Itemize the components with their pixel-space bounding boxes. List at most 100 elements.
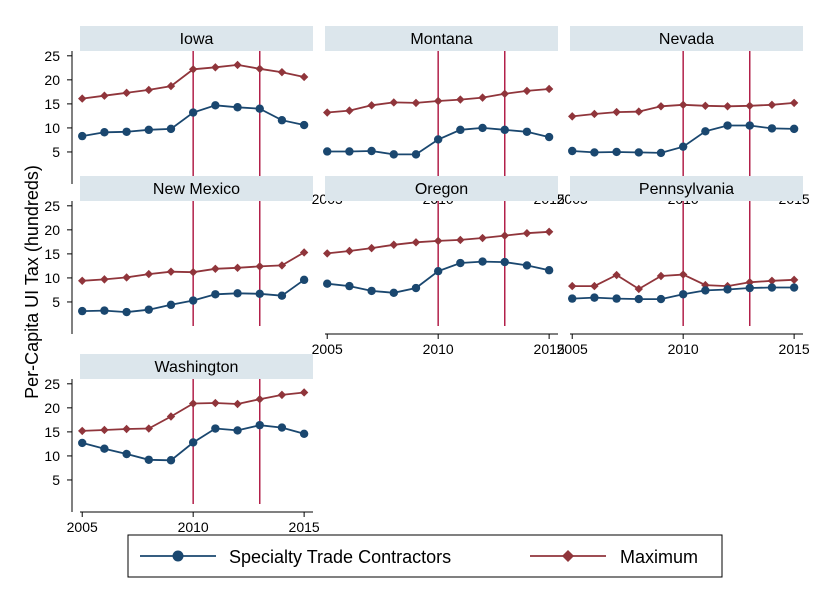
maximum-point (100, 91, 109, 100)
panel-title: Oregon (415, 181, 468, 198)
maximum-point (211, 398, 220, 408)
specialty-trade-point (745, 121, 754, 130)
maximum-point (745, 101, 754, 111)
maximum-point (188, 65, 198, 74)
panel-strip (570, 176, 803, 201)
y-tick-label: 15 (44, 424, 60, 440)
maximum-point (277, 390, 287, 400)
y-tick-label: 5 (52, 294, 60, 310)
y-tick-label: 25 (44, 48, 60, 64)
maximum-point (478, 233, 487, 243)
maximum-point (78, 94, 87, 103)
panel-title: Pennsylvania (639, 181, 734, 198)
specialty-trade-point (568, 146, 577, 156)
specialty-trade-point (500, 257, 509, 267)
maximum-point (789, 98, 799, 108)
maximum-point (188, 399, 198, 408)
specialty-trade-point (255, 104, 264, 113)
maximum-point (745, 278, 754, 287)
maximum-point (389, 240, 398, 249)
maximum-point (789, 275, 799, 285)
panel-oregon: Oregon 2005 2010 2015 (312, 176, 565, 357)
maximum-point (255, 64, 264, 73)
specialty-trade-point (568, 294, 577, 303)
specialty-trade-point (299, 429, 309, 439)
maximum-point (411, 98, 421, 108)
maximum-point (345, 106, 354, 115)
maximum-point (656, 271, 666, 281)
y-tick-label: 20 (44, 72, 60, 88)
y-tick-label: 25 (44, 376, 60, 392)
specialty-trade-point (122, 449, 131, 459)
maximum-point (211, 63, 220, 72)
maximum-point (233, 60, 242, 70)
specialty-trade-point (211, 290, 220, 299)
specialty-trade-point (144, 305, 153, 314)
maximum-point (299, 248, 309, 257)
maximum-point (500, 89, 509, 98)
maximum-point (411, 238, 421, 247)
specialty-trade-point (233, 426, 242, 435)
specialty-trade-point (678, 142, 688, 151)
maximum-point (433, 96, 443, 106)
x-tick-label: 2005 (312, 341, 343, 357)
specialty-trade-point (78, 306, 87, 316)
specialty-trade-point (634, 148, 643, 157)
x-tick-label: 2015 (779, 341, 810, 357)
panel-pennsylvania: Pennsylvania 2005 2010 2015 (557, 176, 810, 357)
maximum-point (345, 246, 354, 256)
maximum-point (122, 88, 131, 98)
x-tick-label: 2005 (67, 519, 98, 535)
specialty-trade-point (211, 101, 220, 110)
specialty-trade-point (367, 286, 376, 296)
maximum-point (634, 107, 643, 116)
specialty-trade-point (389, 288, 398, 298)
maximum-point (544, 84, 554, 94)
maximum-point (100, 425, 109, 435)
specialty-trade-point (255, 420, 264, 430)
maximum-point (323, 249, 332, 258)
maximum-point (500, 231, 509, 240)
panel-title: Iowa (180, 31, 214, 48)
specialty-trade-point (166, 124, 176, 134)
specialty-trade-point (456, 258, 465, 268)
specialty-trade-point (789, 124, 799, 134)
specialty-trade-point (233, 103, 242, 112)
specialty-trade-point (255, 289, 264, 298)
maximum-point (612, 270, 621, 280)
specialty-trade-point (299, 275, 309, 285)
maximum-point (100, 275, 109, 284)
specialty-trade-point (345, 147, 354, 156)
specialty-trade-point (544, 132, 554, 142)
y-tick-label: 20 (44, 400, 60, 416)
legend: Specialty Trade Contractors Maximum (127, 534, 723, 578)
panel-new-mexico: New Mexico 5 10 15 20 25 (44, 176, 313, 334)
x-tick-label: 2010 (178, 519, 209, 535)
specialty-trade-point (433, 266, 443, 276)
specialty-trade-point (367, 146, 376, 156)
specialty-trade-point (522, 261, 532, 270)
y-tick-label: 5 (52, 144, 60, 160)
specialty-trade-point (612, 147, 621, 157)
maximum-point (255, 394, 264, 404)
specialty-trade-point (389, 150, 398, 159)
maximum-point (78, 276, 87, 286)
maximum-point (144, 424, 153, 433)
specialty-trade-point (411, 283, 421, 293)
panel-washington: Washington 5 10 15 20 25 2005 2010 2015 (44, 354, 320, 535)
specialty-trade-point (144, 455, 153, 464)
legend-box (127, 534, 723, 578)
maximum-point (456, 235, 465, 245)
specialty-trade-point (166, 456, 176, 465)
maximum-point (211, 264, 220, 273)
specialty-trade-point (478, 257, 487, 266)
specialty-trade-point (277, 116, 287, 125)
maximum-point (166, 412, 176, 421)
panel-title: New Mexico (153, 181, 240, 198)
specialty-trade-point (590, 293, 599, 302)
maximum-point (323, 108, 332, 117)
maximum-point (233, 399, 242, 409)
specialty-trade-point (233, 289, 242, 298)
specialty-trade-point (277, 423, 287, 432)
